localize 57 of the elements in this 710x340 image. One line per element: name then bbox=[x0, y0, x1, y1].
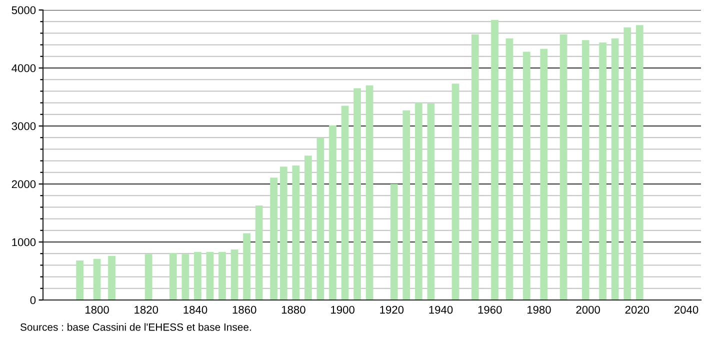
x-tick-label: 1820 bbox=[134, 306, 158, 314]
y-tick-label: 4000 bbox=[12, 64, 36, 72]
bar bbox=[414, 102, 422, 300]
bar bbox=[292, 165, 300, 300]
bar bbox=[169, 253, 177, 300]
x-tick-label: 1940 bbox=[429, 306, 453, 314]
bar bbox=[206, 252, 214, 300]
bar bbox=[341, 106, 349, 300]
x-tick-label: 1880 bbox=[282, 306, 306, 314]
bar bbox=[280, 166, 288, 300]
bar bbox=[582, 40, 590, 300]
bar bbox=[182, 254, 190, 300]
bar bbox=[560, 34, 568, 300]
x-tick-label: 1980 bbox=[527, 306, 551, 314]
bar bbox=[452, 84, 460, 300]
x-tick-label: 1800 bbox=[86, 306, 109, 314]
bar bbox=[471, 34, 479, 300]
bar bbox=[636, 25, 644, 300]
bar bbox=[316, 138, 324, 300]
bar bbox=[304, 156, 312, 300]
y-tick-label: 2000 bbox=[12, 180, 36, 188]
y-tick-label: 0 bbox=[30, 296, 36, 304]
x-tick-label: 2040 bbox=[674, 306, 698, 314]
y-tick-label: 1000 bbox=[12, 238, 36, 246]
x-tick-label: 2000 bbox=[576, 306, 600, 314]
bar bbox=[427, 103, 435, 300]
y-tick-label: 5000 bbox=[12, 6, 36, 14]
bar bbox=[108, 256, 116, 300]
bar bbox=[76, 260, 84, 300]
bar bbox=[366, 85, 374, 300]
bar bbox=[255, 205, 263, 300]
bar bbox=[270, 178, 278, 300]
bar bbox=[599, 42, 606, 300]
x-tick-label: 1960 bbox=[478, 306, 502, 314]
bar bbox=[93, 258, 101, 300]
bar bbox=[194, 252, 202, 300]
bar bbox=[243, 233, 250, 300]
x-tick-label: 2020 bbox=[625, 306, 650, 314]
bar bbox=[522, 52, 530, 300]
y-tick-label: 3000 bbox=[12, 122, 36, 130]
bar bbox=[144, 254, 152, 300]
x-tick-label: 1920 bbox=[380, 306, 404, 314]
bar bbox=[354, 88, 361, 300]
bar bbox=[230, 250, 238, 300]
bar bbox=[402, 110, 410, 300]
x-tick-label: 1900 bbox=[331, 306, 354, 314]
bar bbox=[329, 125, 336, 300]
bar bbox=[540, 48, 548, 300]
bar bbox=[491, 20, 498, 300]
bar bbox=[218, 252, 226, 300]
bar bbox=[611, 38, 619, 300]
bar bbox=[390, 184, 398, 300]
source-note: Sources : base Cassini de l'EHESS et base Insee. bbox=[20, 323, 251, 331]
bar bbox=[624, 27, 632, 300]
x-tick-label: 1840 bbox=[184, 306, 208, 314]
bar bbox=[506, 38, 514, 300]
x-tick-label: 1860 bbox=[232, 306, 256, 314]
